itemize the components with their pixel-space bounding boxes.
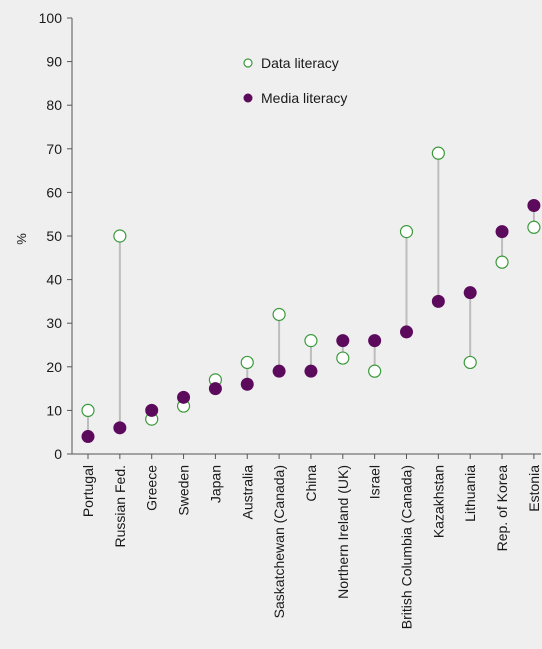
y-tick-label: 100	[39, 10, 63, 26]
media-literacy-point	[495, 225, 509, 239]
data-literacy-point	[304, 334, 318, 348]
data-literacy-point	[463, 355, 477, 370]
media-literacy-point	[145, 403, 159, 417]
media-literacy-point	[336, 334, 350, 348]
data-literacy-point	[399, 225, 414, 239]
y-tick-label: 20	[46, 359, 62, 375]
y-tick-label: 10	[46, 402, 62, 418]
legend-media-literacy-marker	[243, 93, 253, 103]
data-literacy-point	[240, 355, 254, 370]
y-tick-label: 40	[46, 272, 62, 288]
y-axis-label: %	[14, 233, 29, 245]
data-literacy-point	[113, 229, 127, 243]
data-literacy-point	[272, 307, 286, 322]
data-literacy-point	[527, 220, 541, 234]
legend-data-literacy-label: Data literacy	[261, 55, 339, 71]
media-literacy-point	[208, 382, 222, 396]
media-literacy-point	[304, 364, 318, 378]
x-axis: Portugal Russian Fed. Greece Sweden Japan Aus…	[72, 453, 542, 629]
legend: Data literacy Media literacy	[243, 55, 347, 106]
y-tick-label: 90	[46, 54, 62, 70]
media-literacy-point	[177, 390, 191, 404]
media-literacy-point	[113, 421, 127, 435]
y-tick-label: 50	[46, 228, 62, 244]
x-tick-label: Saskatchewan (Canada)	[271, 465, 287, 618]
y-axis: 0 10 20 30 40 50 60 70 80 90 100	[39, 10, 73, 462]
media-literacy-point	[240, 377, 254, 391]
media-literacy-point	[81, 430, 95, 444]
y-tick-label: 30	[46, 315, 62, 331]
x-tick-label: Northern Ireland (UK)	[335, 465, 351, 599]
x-tick-label: Israel	[367, 465, 383, 499]
data-literacy-point	[495, 255, 509, 269]
media-literacy-point	[400, 325, 413, 339]
media-literacy-point	[463, 286, 477, 300]
x-tick-label: Portugal	[80, 465, 96, 517]
x-tick-label: Japan	[207, 465, 223, 503]
y-tick-label: 0	[54, 446, 62, 462]
x-tick-label: Russian Fed.	[112, 465, 128, 547]
media-literacy-point	[431, 294, 445, 308]
data-literacy-point	[368, 364, 382, 378]
x-tick-label: Rep. of Korea	[494, 465, 510, 552]
media-literacy-point	[368, 334, 382, 348]
y-tick-label: 70	[46, 141, 62, 157]
x-tick-label: China	[303, 465, 319, 502]
data-literacy-point	[431, 146, 445, 160]
x-tick-label: Sweden	[176, 465, 192, 516]
x-tick-label: Greece	[144, 465, 160, 511]
x-tick-label: Kazakhstan	[430, 465, 446, 538]
x-tick-label: Estonia	[526, 465, 542, 512]
media-literacy-point	[527, 198, 541, 212]
legend-media-literacy-label: Media literacy	[261, 90, 347, 106]
x-tick-label: Lithuania	[462, 465, 478, 522]
y-tick-label: 80	[46, 97, 62, 113]
y-tick-label: 60	[46, 184, 62, 200]
legend-data-literacy-marker	[243, 58, 253, 68]
media-literacy-point	[272, 364, 286, 378]
x-tick-label: Australia	[239, 465, 255, 520]
data-literacy-point	[81, 403, 95, 417]
data-points	[81, 146, 541, 444]
x-tick-label: British Columbia (Canada)	[399, 465, 415, 629]
data-literacy-point	[336, 351, 350, 365]
